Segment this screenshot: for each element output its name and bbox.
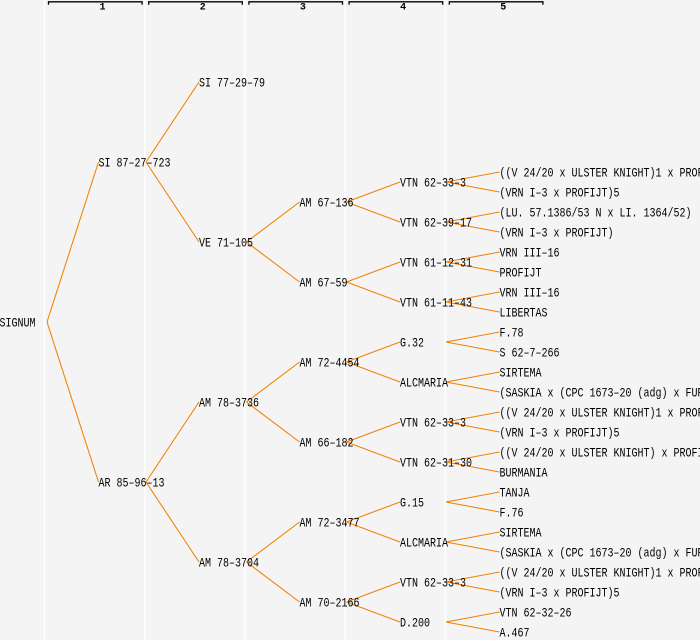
svg-text:AM 66–182: AM 66–182 <box>300 437 354 451</box>
svg-text:AM 78–3704: AM 78–3704 <box>199 557 259 571</box>
svg-text:(SASKIA x (CPC 1673–20 (adg) x: (SASKIA x (CPC 1673–20 (adg) x FURORE)) <box>500 387 700 401</box>
svg-text:SIRTEMA: SIRTEMA <box>500 527 542 541</box>
svg-text:((V 24/20 x ULSTER KNIGHT) x P: ((V 24/20 x ULSTER KNIGHT) x PROFIJT)1 <box>500 447 700 461</box>
svg-text:SI 77–29–79: SI 77–29–79 <box>199 77 265 91</box>
svg-text:TANJA: TANJA <box>500 487 530 501</box>
svg-text:AM 72–4454: AM 72–4454 <box>300 357 360 371</box>
svg-text:(VRN I–3 x PROFIJT)5: (VRN I–3 x PROFIJT)5 <box>500 587 620 601</box>
svg-text:AM 72–3477: AM 72–3477 <box>300 517 360 531</box>
svg-text:ALCMARIA: ALCMARIA <box>400 377 448 391</box>
svg-text:((V 24/20 x ULSTER KNIGHT)1 x: ((V 24/20 x ULSTER KNIGHT)1 x PROFIJT)2 <box>500 567 700 581</box>
svg-text:VTN 62–33–3: VTN 62–33–3 <box>400 177 466 191</box>
svg-text:AR 85–96–13: AR 85–96–13 <box>99 477 165 491</box>
svg-text:(SASKIA x (CPC 1673–20 (adg) x: (SASKIA x (CPC 1673–20 (adg) x FURORE)) <box>500 547 700 561</box>
svg-text:PROFIJT: PROFIJT <box>500 267 542 281</box>
svg-text:SIGNUM: SIGNUM <box>0 317 36 331</box>
svg-text:F.76: F.76 <box>500 507 524 521</box>
svg-text:3: 3 <box>300 3 306 14</box>
svg-text:((V 24/20 x ULSTER KNIGHT)1 x: ((V 24/20 x ULSTER KNIGHT)1 x PROFIJT)2 <box>500 167 700 181</box>
svg-text:5: 5 <box>500 3 506 14</box>
svg-text:(VRN I–3 x PROFIJT): (VRN I–3 x PROFIJT) <box>500 227 614 241</box>
svg-text:D.200: D.200 <box>400 617 430 631</box>
svg-text:AM 70–2166: AM 70–2166 <box>300 597 360 611</box>
svg-text:AM 78–3736: AM 78–3736 <box>199 397 259 411</box>
svg-text:VTN 61–12–31: VTN 61–12–31 <box>400 257 472 271</box>
svg-text:VE 71–105: VE 71–105 <box>199 237 253 251</box>
svg-text:SI 87–27–723: SI 87–27–723 <box>99 157 171 171</box>
svg-text:G.15: G.15 <box>400 497 424 511</box>
svg-text:G.32: G.32 <box>400 337 424 351</box>
svg-text:1: 1 <box>99 3 105 14</box>
svg-text:VTN 62–31–30: VTN 62–31–30 <box>400 457 472 471</box>
svg-text:4: 4 <box>400 3 406 14</box>
svg-text:S 62–7–266: S 62–7–266 <box>500 347 560 361</box>
svg-text:VTN 61–11–43: VTN 61–11–43 <box>400 297 472 311</box>
svg-text:A.467: A.467 <box>500 627 530 640</box>
svg-text:VRN III–16: VRN III–16 <box>500 287 560 301</box>
svg-text:AM 67–59: AM 67–59 <box>300 277 348 291</box>
svg-text:VRN III–16: VRN III–16 <box>500 247 560 261</box>
svg-text:(VRN I–3 x PROFIJT)5: (VRN I–3 x PROFIJT)5 <box>500 187 620 201</box>
svg-text:LIBERTAS: LIBERTAS <box>500 307 548 321</box>
svg-text:VTN 62–33–3: VTN 62–33–3 <box>400 577 466 591</box>
svg-text:VTN 62–32–26: VTN 62–32–26 <box>500 607 572 621</box>
svg-text:AM 67–136: AM 67–136 <box>300 197 354 211</box>
svg-text:(VRN I–3 x PROFIJT)5: (VRN I–3 x PROFIJT)5 <box>500 427 620 441</box>
svg-text:2: 2 <box>200 3 206 14</box>
svg-text:VTN 62–39–17: VTN 62–39–17 <box>400 217 472 231</box>
svg-text:(LU. 57.1386/53 N x LI. 1364/5: (LU. 57.1386/53 N x LI. 1364/52) <box>500 207 692 221</box>
svg-text:((V 24/20 x ULSTER KNIGHT)1 x: ((V 24/20 x ULSTER KNIGHT)1 x PROFIJT)2 <box>500 407 700 421</box>
svg-text:SIRTEMA: SIRTEMA <box>500 367 542 381</box>
svg-text:F.78: F.78 <box>500 327 524 341</box>
svg-text:BURMANIA: BURMANIA <box>500 467 548 481</box>
svg-text:VTN 62–33–3: VTN 62–33–3 <box>400 417 466 431</box>
svg-text:ALCMARIA: ALCMARIA <box>400 537 448 551</box>
